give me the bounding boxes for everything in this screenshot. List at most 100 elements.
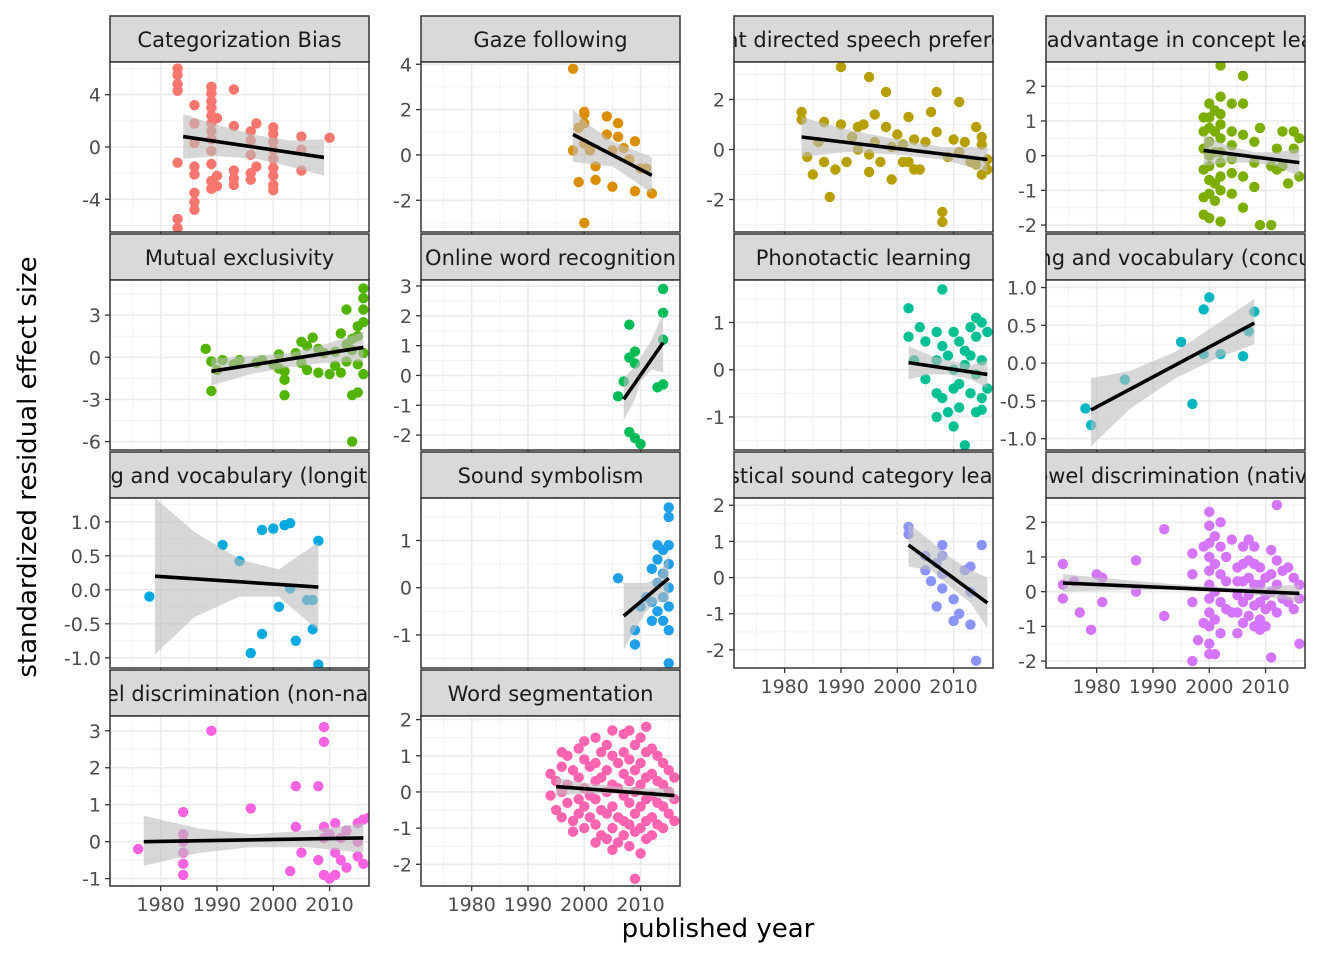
data-point	[663, 625, 674, 636]
data-point	[590, 732, 601, 743]
data-point	[646, 615, 658, 626]
strip-title-word-segmentation: Word segmentation	[448, 682, 654, 706]
y-tick-label: 1	[1025, 111, 1037, 133]
data-point	[624, 725, 635, 736]
data-point	[579, 108, 590, 120]
data-point	[1226, 167, 1238, 179]
data-point	[1294, 133, 1305, 144]
data-point	[937, 340, 948, 352]
data-point	[1271, 499, 1283, 511]
data-point	[965, 322, 976, 333]
y-tick-label: 2	[400, 306, 412, 328]
data-point	[1187, 548, 1198, 559]
y-tick-label: 0.5	[71, 546, 101, 568]
data-point	[663, 601, 674, 612]
data-point	[954, 608, 965, 619]
strip-title-online-word-recognition: Online word recognition	[425, 246, 676, 270]
marks-vowel-discrimination-native	[1057, 499, 1305, 667]
y-tick-label: -2	[393, 854, 412, 876]
y-tick-label: 1	[89, 795, 101, 817]
strip-word-segmentation	[420, 669, 681, 717]
data-point	[358, 368, 369, 380]
y-tick-label: -1	[393, 395, 412, 417]
data-point	[1204, 638, 1215, 649]
strip-title-phonotactic-learning: Phonotactic learning	[756, 246, 972, 270]
data-point	[612, 131, 624, 142]
y-tick-label: 0	[713, 360, 725, 382]
data-point	[318, 736, 330, 748]
data-point	[1204, 98, 1215, 109]
y-tick-label: -1	[82, 869, 101, 891]
panel-border	[1045, 497, 1306, 669]
strip-title-vowel-discrimination-non-native: Vowel discrimination (non-native)	[63, 682, 416, 706]
data-point	[1159, 524, 1170, 535]
data-point	[629, 765, 641, 776]
data-point	[324, 368, 335, 380]
data-point	[358, 283, 369, 294]
y-tick-label: 4	[89, 85, 101, 107]
x-tick-label: 1980	[1072, 676, 1120, 698]
data-point	[189, 161, 200, 172]
panel-categorization-bias: Categorization Bias -4 0 4	[82, 15, 370, 237]
data-point	[313, 659, 324, 668]
data-point	[612, 837, 624, 848]
data-point	[657, 822, 669, 834]
data-point	[1187, 596, 1198, 608]
x-tick-label: 1980	[760, 676, 808, 698]
x-tick-label: 2000	[1185, 676, 1233, 698]
data-point	[1243, 610, 1254, 622]
y-tick-label: 2	[89, 758, 101, 780]
data-point	[177, 869, 189, 881]
data-point	[635, 779, 646, 790]
data-point	[657, 379, 669, 390]
data-point	[646, 830, 658, 841]
data-point	[1187, 655, 1198, 667]
data-point	[1266, 219, 1277, 231]
y-tick-label: -2	[393, 190, 412, 212]
y-tick-label: 2	[713, 495, 725, 517]
panel-border	[733, 279, 994, 451]
data-point	[318, 721, 330, 733]
facet-panels: Categorization Bias -4 0 4 Gaze following -2 0…	[63, 15, 1306, 916]
panel-border	[420, 715, 681, 887]
data-point	[920, 373, 931, 385]
data-point	[1282, 178, 1294, 189]
data-point	[1085, 624, 1097, 636]
data-point	[976, 539, 987, 551]
data-point	[937, 392, 948, 404]
data-point	[579, 217, 590, 229]
data-point	[1215, 133, 1226, 144]
data-point	[1204, 520, 1215, 531]
data-point	[1215, 517, 1226, 528]
data-point	[245, 647, 256, 659]
y-tick-label: -0.5	[64, 614, 101, 636]
x-tick-label: 2010	[929, 676, 977, 698]
data-point	[206, 385, 217, 397]
data-point	[976, 131, 987, 143]
data-point	[1215, 569, 1226, 580]
panel-border	[733, 61, 994, 233]
panel-border	[733, 497, 994, 669]
panel-border	[420, 497, 681, 669]
data-point	[200, 343, 211, 355]
data-point	[903, 303, 914, 314]
data-point	[307, 332, 318, 343]
data-point	[920, 336, 931, 347]
data-point	[556, 812, 567, 823]
data-point	[1266, 544, 1277, 556]
data-point	[970, 655, 982, 666]
data-point	[335, 367, 347, 378]
panel-border	[1045, 279, 1306, 451]
data-point	[1254, 122, 1266, 134]
data-point	[579, 801, 590, 812]
data-point	[646, 743, 658, 754]
data-point	[1266, 652, 1277, 663]
data-point	[279, 366, 290, 377]
data-point	[646, 812, 658, 823]
data-point	[1271, 555, 1283, 566]
y-tick-label: -2	[1018, 215, 1037, 237]
data-point	[663, 502, 674, 513]
y-tick-label: 1	[400, 336, 412, 358]
y-tick-label: 1	[713, 313, 725, 335]
data-point	[172, 157, 183, 168]
